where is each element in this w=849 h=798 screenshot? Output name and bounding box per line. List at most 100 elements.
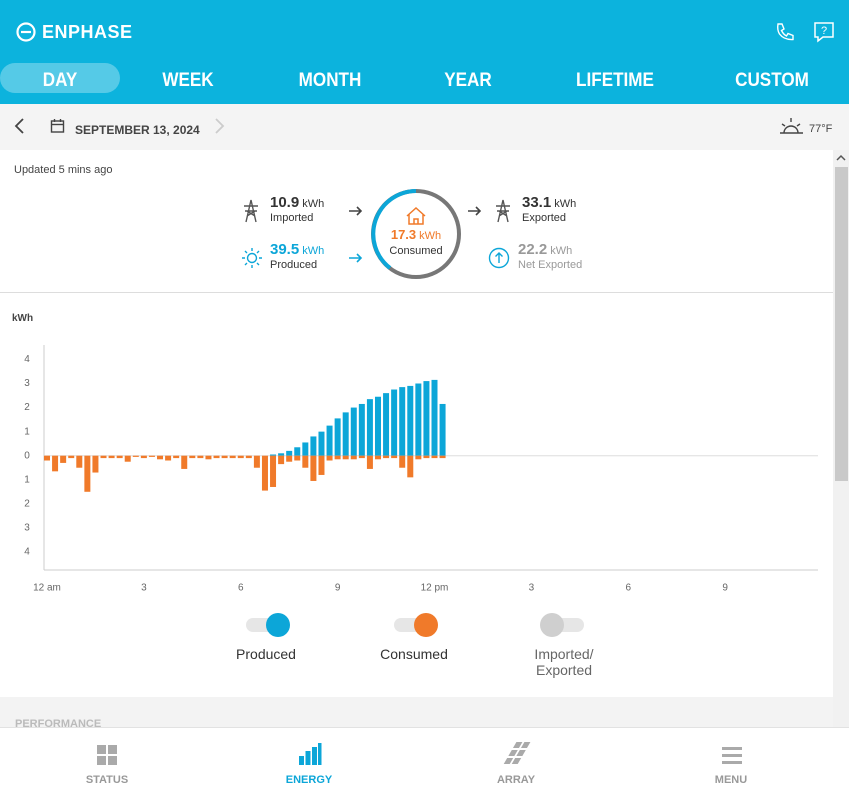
- bar: [423, 381, 430, 456]
- bar: [189, 455, 196, 459]
- toggle-off[interactable]: [538, 611, 586, 639]
- scrollbar-thumb[interactable]: [835, 167, 848, 481]
- y-tick-label: 2: [24, 498, 30, 509]
- x-tick-label: 3: [529, 583, 535, 594]
- legend-toggle[interactable]: [392, 611, 440, 639]
- nav-label[interactable]: ENERGY: [285, 774, 333, 786]
- tab[interactable]: YEAR: [444, 70, 492, 91]
- bar: [84, 455, 91, 492]
- bar: [124, 455, 131, 462]
- bar: [439, 403, 446, 456]
- bar: [334, 455, 341, 460]
- status-icon[interactable]: [96, 744, 118, 766]
- consumed-unit: kWh: [419, 230, 442, 242]
- net-exported-value: 22.2: [518, 241, 548, 258]
- bar: [391, 455, 398, 459]
- nav-label[interactable]: MENU: [714, 774, 748, 786]
- date-bar: [0, 104, 849, 150]
- grid-tower-icon: [496, 199, 510, 223]
- tab[interactable]: WEEK: [162, 70, 214, 91]
- net-exported: 22.2 kWh: [518, 241, 572, 259]
- bar: [439, 455, 446, 459]
- menu-icon[interactable]: [721, 746, 743, 766]
- energy-icon[interactable]: [298, 742, 322, 766]
- arrow: [468, 206, 482, 216]
- bar: [221, 455, 228, 459]
- bar: [423, 455, 430, 459]
- calendar-icon[interactable]: [50, 118, 66, 134]
- bar: [286, 450, 293, 456]
- bar: [253, 455, 260, 468]
- bar: [358, 403, 365, 456]
- produced-unit: kWh: [302, 245, 325, 257]
- x-tick-label: 12 pm: [421, 583, 449, 594]
- nav-label[interactable]: ARRAY: [496, 774, 536, 786]
- scroll-up[interactable]: [835, 152, 847, 164]
- weather-icon: [780, 118, 803, 134]
- y-axis-label: kWh: [12, 313, 34, 324]
- produced-label: Produced: [270, 259, 318, 271]
- help-icon[interactable]: ?: [812, 20, 836, 44]
- sun-icon: [242, 248, 262, 268]
- bar: [181, 455, 188, 469]
- imported-unit: kWh: [302, 198, 325, 210]
- prev-arrow[interactable]: [12, 117, 28, 135]
- legend-label: Produced: [236, 646, 296, 662]
- logo-icon: [16, 22, 36, 42]
- exported: 33.1 kWh: [522, 194, 576, 212]
- consumed: 17.3 kWh: [391, 226, 441, 244]
- bar: [52, 455, 59, 472]
- y-tick-label: 4: [24, 354, 30, 365]
- bar: [294, 455, 301, 461]
- bar: [415, 455, 422, 460]
- bar: [431, 455, 438, 459]
- bar: [383, 455, 390, 459]
- produced: 39.5 kWh: [270, 241, 324, 259]
- tab[interactable]: LIFETIME: [576, 70, 654, 91]
- toggle-knob: [266, 613, 290, 637]
- net-export-icon: [488, 247, 510, 269]
- grid-tower-icon: [244, 199, 258, 223]
- bar: [342, 455, 349, 460]
- bar: [245, 455, 252, 459]
- consumption-ring: [371, 189, 461, 279]
- date[interactable]: SEPTEMBER 13, 2024: [75, 123, 200, 137]
- bar: [213, 455, 220, 459]
- bar: [407, 455, 414, 478]
- tab[interactable]: CUSTOM: [735, 70, 809, 91]
- exported-label: Exported: [522, 212, 567, 224]
- y-tick-label: 1: [24, 474, 30, 485]
- bar: [342, 412, 349, 456]
- bar: [415, 383, 422, 456]
- bar: [286, 455, 293, 462]
- bar: [44, 455, 50, 461]
- bar: [391, 389, 398, 456]
- bottom-nav: [0, 727, 849, 798]
- bar: [350, 407, 357, 456]
- imported: 10.9 kWh: [270, 194, 324, 212]
- bar: [205, 455, 212, 460]
- x-tick-label: 12 am: [33, 583, 61, 594]
- next-arrow[interactable]: [211, 117, 227, 135]
- x-tick-label: 9: [722, 583, 728, 594]
- tab[interactable]: DAY: [42, 70, 78, 91]
- legend-toggle[interactable]: [244, 611, 292, 639]
- bar: [68, 455, 75, 459]
- legend-label: Consumed: [380, 646, 448, 662]
- nav-label[interactable]: STATUS: [85, 774, 129, 786]
- x-tick-label: 9: [335, 583, 341, 594]
- x-tick-label: 3: [141, 583, 147, 594]
- y-tick-label: 4: [24, 547, 30, 558]
- bar: [310, 455, 317, 481]
- net-exported-unit: kWh: [550, 245, 573, 257]
- y-tick-label: 2: [24, 402, 30, 413]
- consumed-label: Consumed: [389, 245, 443, 257]
- svg-text:?: ?: [821, 25, 827, 37]
- bar: [148, 455, 155, 457]
- bar: [318, 431, 325, 456]
- bar: [366, 399, 373, 456]
- tab[interactable]: MONTH: [298, 70, 362, 91]
- phone-icon[interactable]: [774, 21, 796, 43]
- array-icon[interactable]: [503, 741, 531, 767]
